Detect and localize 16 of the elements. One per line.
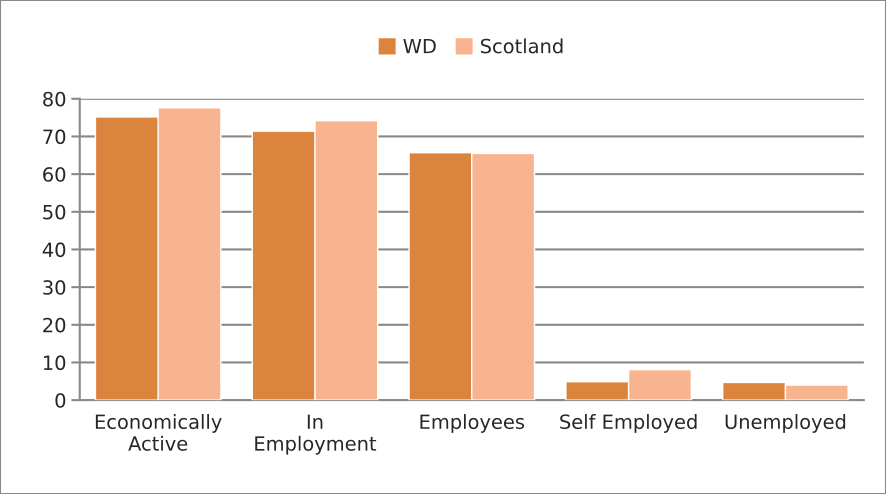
- legend-label: Scotland: [480, 38, 562, 54]
- x-tick-label: Self Employed: [560, 414, 697, 433]
- y-tick-label: 60: [43, 167, 66, 182]
- y-tick-label: 70: [43, 129, 66, 144]
- x-tick-label: Economically Active: [96, 414, 222, 451]
- y-tick-label: 20: [43, 318, 66, 332]
- legend-label: WD: [403, 38, 436, 54]
- y-tick-label: 10: [44, 355, 66, 370]
- x-tick-label: Employees: [420, 414, 524, 433]
- y-tick-label: 50: [43, 204, 66, 220]
- y-tick-label: 30: [43, 280, 66, 295]
- y-tick-label: 0: [55, 393, 66, 408]
- y-tick-label: 40: [42, 242, 66, 258]
- x-tick-label: Unemployed: [726, 414, 846, 433]
- x-tick-label: In Employment: [255, 414, 376, 455]
- y-tick-label: 80: [43, 92, 66, 106]
